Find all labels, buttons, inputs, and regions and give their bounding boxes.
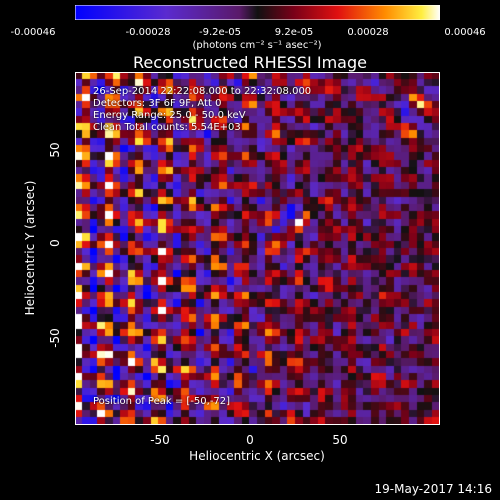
x-axis-label: Heliocentric X (arcsec)	[189, 449, 325, 463]
colorbar-tick-label: -9.2e-05	[199, 27, 241, 38]
y-tick-label: -50	[48, 328, 62, 348]
colorbar	[75, 5, 440, 20]
x-tick-label: 50	[332, 433, 348, 447]
annotation-energy-range: Energy Range: 25.0 - 50.0 keV	[93, 110, 246, 121]
heatmap-image	[75, 72, 440, 425]
chart-title: Reconstructed RHESSI Image	[133, 53, 367, 72]
colorbar-gradient	[75, 5, 440, 20]
annotation-time-range: 26-Sep-2014 22:22:08.000 to 22:32:08.000	[93, 86, 312, 97]
y-tick-label: 0	[48, 239, 62, 247]
y-tick-label: 50	[48, 142, 62, 158]
colorbar-tick-label: 9.2e-05	[274, 27, 314, 38]
date-stamp: 19-May-2017 14:16	[374, 482, 492, 496]
colorbar-tick-label: -0.00028	[125, 27, 171, 38]
x-tick-label: -50	[150, 433, 170, 447]
colorbar-tick-label: 0.00046	[444, 27, 486, 38]
colorbar-units: (photons cm⁻² s⁻¹ asec⁻²)	[192, 40, 322, 51]
colorbar-tick-label: -0.00046	[10, 27, 56, 38]
annotation-detectors: Detectors: 3F 6F 9F, Att 0	[93, 98, 222, 109]
x-tick-label: 0	[246, 433, 254, 447]
annotation-peak-position: Position of Peak = [-50,-72]	[93, 396, 231, 407]
colorbar-tick-label: 0.00028	[347, 27, 389, 38]
annotation-total-counts: Clean Total counts: 5.54E+03	[93, 122, 241, 133]
y-axis-label: Heliocentric Y (arcsec)	[23, 180, 37, 316]
